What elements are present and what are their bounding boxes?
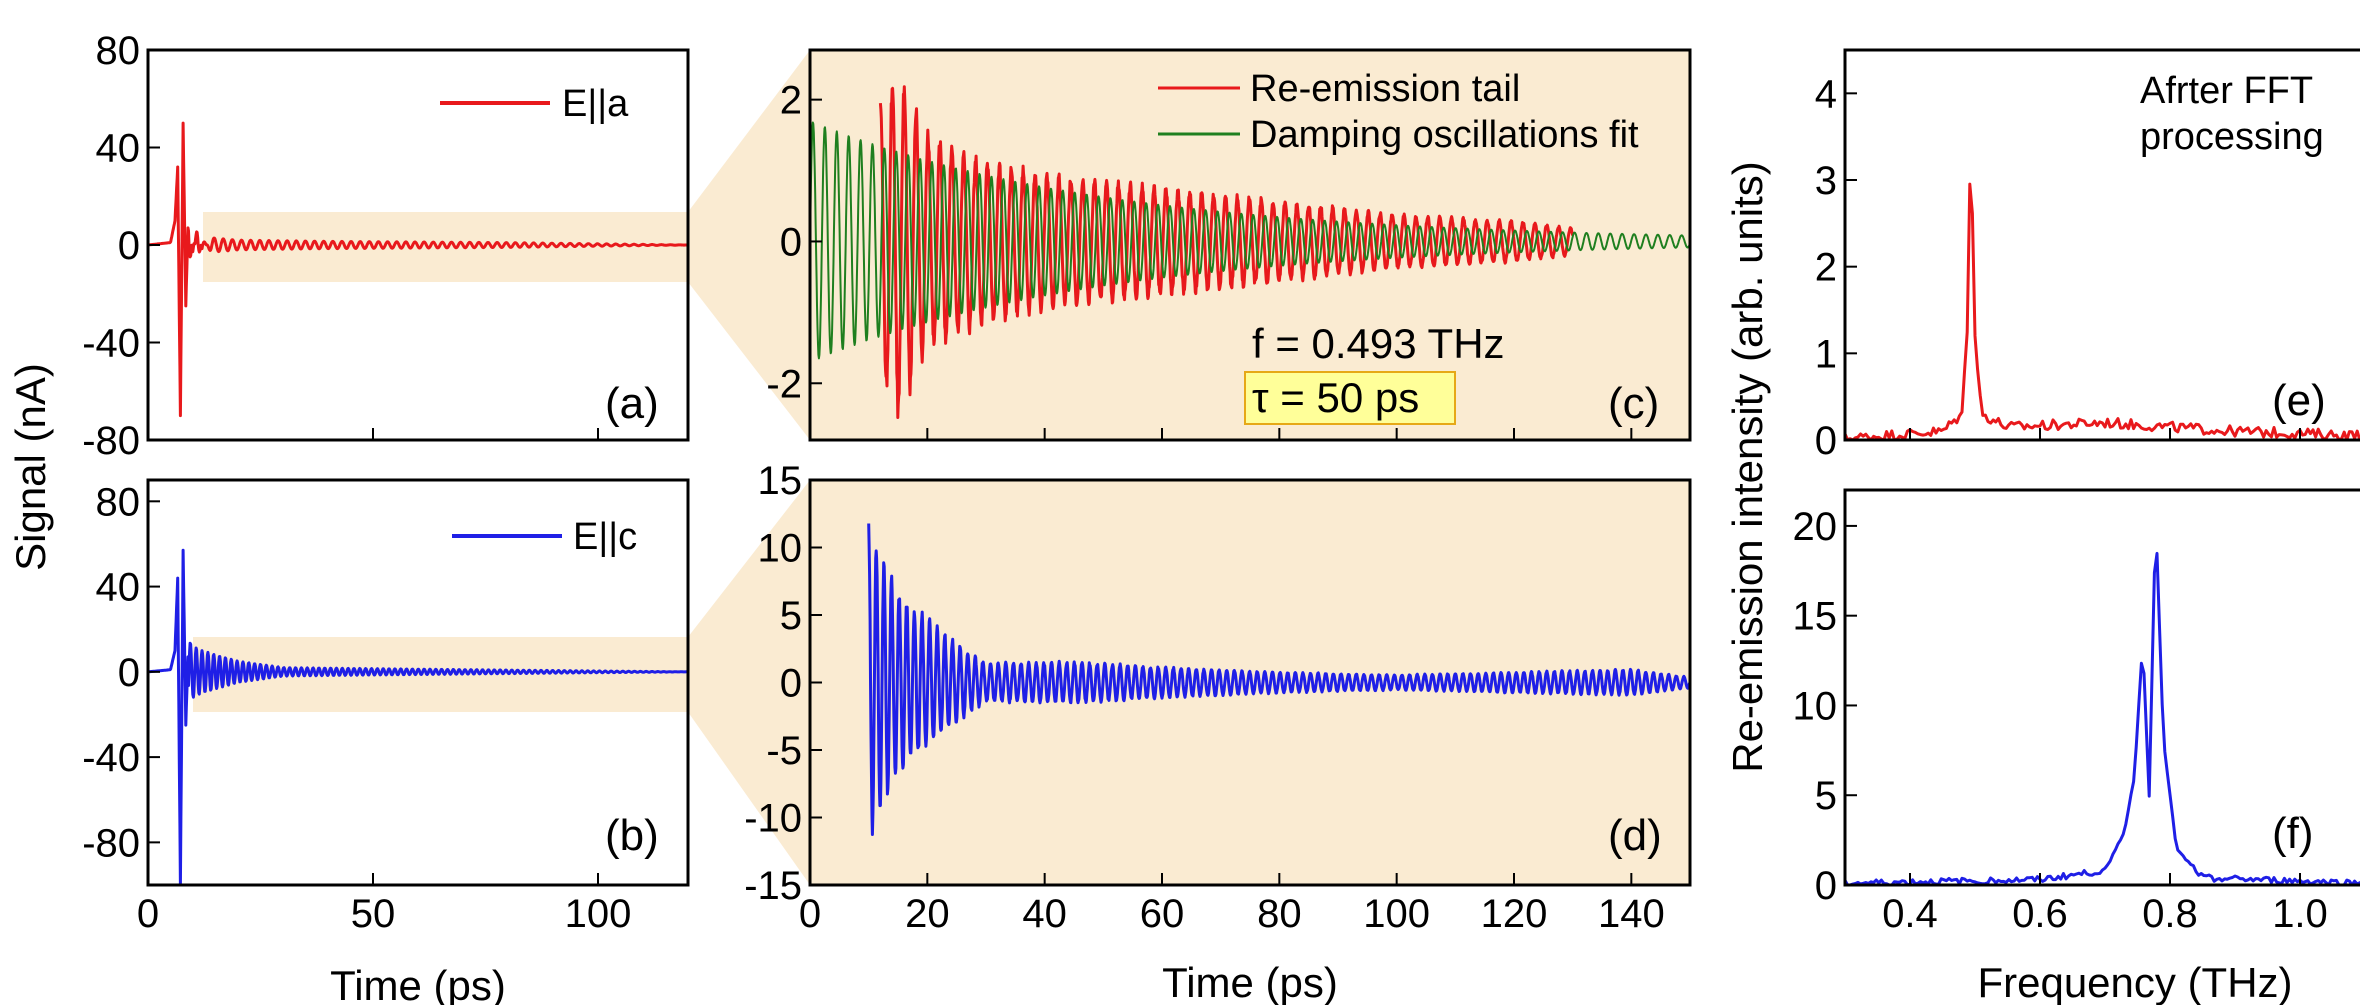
xtick-label: 20 [905, 892, 950, 936]
ytick-label: -15 [744, 864, 802, 908]
ytick-label: 3 [1815, 159, 1837, 203]
ytick-label: 4 [1815, 72, 1837, 116]
ytick-label: 5 [1815, 774, 1837, 818]
panel-label-d: (d) [1608, 811, 1662, 860]
series-line-a-0 [148, 121, 688, 418]
ytick-label: 15 [1793, 595, 1838, 639]
xtick-label: 0 [137, 892, 159, 936]
ytick-label: 0 [118, 651, 140, 695]
xtick-label: 100 [565, 892, 632, 936]
xtick-label: 140 [1598, 892, 1665, 936]
panel-label-b: (b) [605, 811, 659, 860]
ytick-label: -80 [82, 821, 140, 865]
zoom-shade-bottom [688, 480, 810, 885]
ytick-label: 2 [780, 79, 802, 123]
panel-e: 4 3 2 1 0 Afrter FFT processing (e) [1815, 48, 2360, 463]
xtick-label: 1.0 [2272, 892, 2328, 936]
ytick-label: 0 [118, 224, 140, 268]
zoom-shade-top [688, 50, 810, 440]
xtick-label: 80 [1257, 892, 1302, 936]
ytick-label: -5 [766, 729, 802, 773]
legend-a-label: E||a [562, 83, 629, 125]
annotation-fft-line2: processing [2140, 116, 2324, 158]
xtick-label: 0.4 [1882, 892, 1938, 936]
annotation-fft: Afrter FFT processing [2140, 70, 2324, 158]
xtick-label: 0.6 [2012, 892, 2068, 936]
ytick-label: -2 [766, 362, 802, 406]
ytick-label: -80 [82, 419, 140, 463]
ytick-label: 2 [1815, 246, 1837, 290]
panel-f-frame [1843, 488, 2360, 887]
legend-c-green-label: Damping oscillations fit [1250, 114, 1639, 156]
panel-e-frame [1843, 48, 2360, 442]
panel-f: 20 15 10 5 0 0.4 0.6 0.8 1.0 (f) [1793, 488, 2360, 936]
xtick-label: 120 [1481, 892, 1548, 936]
legend-b-label: E||c [573, 516, 637, 558]
ytick-label: 10 [758, 527, 803, 571]
series-line-d-0 [867, 523, 1690, 836]
series-line-e-0 [1845, 182, 2360, 440]
ytick-label: 80 [96, 29, 141, 73]
panel-label-f: (f) [2272, 809, 2314, 858]
xlabel-frequency: Frequency (THz) [1977, 959, 2292, 1005]
xtick-label: 0.8 [2142, 892, 2198, 936]
panel-label-e: (e) [2272, 376, 2326, 425]
xlabel-time-mid: Time (ps) [1162, 959, 1338, 1005]
ytick-label: 15 [758, 459, 803, 503]
ylabel-reemission: Re-emission intensity (arb. units) [1724, 161, 1771, 773]
panel-c-frame [808, 48, 1692, 442]
panel-b: 80 40 0 -40 -80 0 50 100 E||c (b) [82, 478, 690, 936]
annotation-tau-highlight [1244, 371, 1456, 425]
legend-c-red-label: Re-emission tail [1250, 68, 1520, 110]
xtick-label: 60 [1140, 892, 1185, 936]
annotation-tau: τ = 50 ps [1252, 374, 1419, 421]
annotation-fft-line1: Afrter FFT [2140, 70, 2313, 112]
ytick-label: 1 [1815, 332, 1837, 376]
xtick-label: 50 [351, 892, 396, 936]
series-line-b-0 [148, 548, 688, 885]
ytick-label: 80 [96, 480, 141, 524]
series-line-f-0 [1845, 551, 2360, 885]
panel-label-c: (c) [1608, 379, 1659, 428]
ytick-label: 0 [1815, 419, 1837, 463]
panel-c: 2 0 -2 Re-emission tail Damping oscillatio… [766, 48, 1692, 442]
panel-a: 80 40 0 -40 -80 E||a (a) [82, 29, 690, 463]
xtick-label: 100 [1363, 892, 1430, 936]
xtick-label: 40 [1022, 892, 1067, 936]
ytick-label: -10 [744, 797, 802, 841]
xlabel-time-left: Time (ps) [330, 962, 506, 1005]
annotation-frequency: f = 0.493 THz [1252, 320, 1505, 367]
ytick-label: 20 [1793, 505, 1838, 549]
ytick-label: 40 [96, 127, 141, 171]
panel-b-frame [146, 478, 690, 887]
ytick-label: -40 [82, 736, 140, 780]
ytick-label: -40 [82, 322, 140, 366]
ytick-label: 40 [96, 566, 141, 610]
series-line-c-1 [810, 121, 1690, 360]
ytick-label: 5 [780, 594, 802, 638]
ytick-label: 0 [1815, 864, 1837, 908]
ytick-label: 10 [1793, 684, 1838, 728]
ytick-label: 0 [780, 220, 802, 264]
xtick-label: 0 [799, 892, 821, 936]
ytick-label: 0 [780, 662, 802, 706]
ylabel-signal: Signal (nA) [7, 363, 54, 571]
panel-label-a: (a) [605, 379, 659, 428]
